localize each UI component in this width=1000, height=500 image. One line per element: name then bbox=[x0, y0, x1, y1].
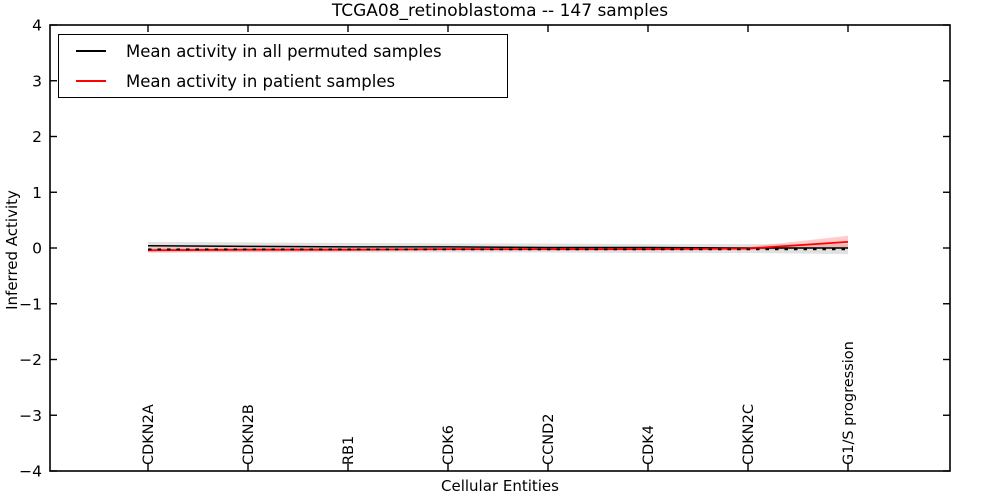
legend: Mean activity in all permuted samples Me… bbox=[58, 34, 508, 98]
x-tick-label: CCND2 bbox=[541, 414, 557, 466]
legend-item-patient: Mean activity in patient samples bbox=[59, 67, 507, 95]
y-tick-label: −3 bbox=[19, 407, 42, 425]
x-axis-label: Cellular Entities bbox=[441, 477, 559, 495]
x-tick-label: RB1 bbox=[341, 436, 357, 465]
legend-label-patient: Mean activity in patient samples bbox=[126, 71, 396, 91]
x-tick-label: CDK4 bbox=[641, 425, 657, 465]
legend-line-black-icon bbox=[76, 50, 106, 52]
y-tick-label: 4 bbox=[32, 17, 42, 35]
y-tick-label: 1 bbox=[32, 184, 42, 202]
y-tick-label: −2 bbox=[19, 351, 42, 369]
x-tick-label: CDKN2C bbox=[741, 404, 757, 465]
y-tick-label: 0 bbox=[32, 240, 42, 258]
x-tick-label: G1/S progression bbox=[841, 341, 857, 465]
y-tick-label: −1 bbox=[19, 295, 42, 313]
legend-item-permuted: Mean activity in all permuted samples bbox=[59, 37, 507, 65]
x-tick-label: CDKN2B bbox=[241, 404, 257, 465]
y-axis-label: Inferred Activity bbox=[3, 190, 21, 310]
permuted-samples-range-band bbox=[148, 241, 848, 255]
x-tick-label: CDKN2A bbox=[141, 404, 157, 465]
y-tick-label: −4 bbox=[19, 463, 42, 481]
x-tick-label: CDK6 bbox=[441, 425, 457, 465]
legend-line-red-icon bbox=[76, 80, 106, 82]
y-tick-label: 2 bbox=[32, 128, 42, 146]
y-tick-label: 3 bbox=[32, 72, 42, 90]
chart-title: TCGA08_retinoblastoma -- 147 samples bbox=[331, 1, 669, 21]
legend-label-permuted: Mean activity in all permuted samples bbox=[126, 41, 442, 61]
